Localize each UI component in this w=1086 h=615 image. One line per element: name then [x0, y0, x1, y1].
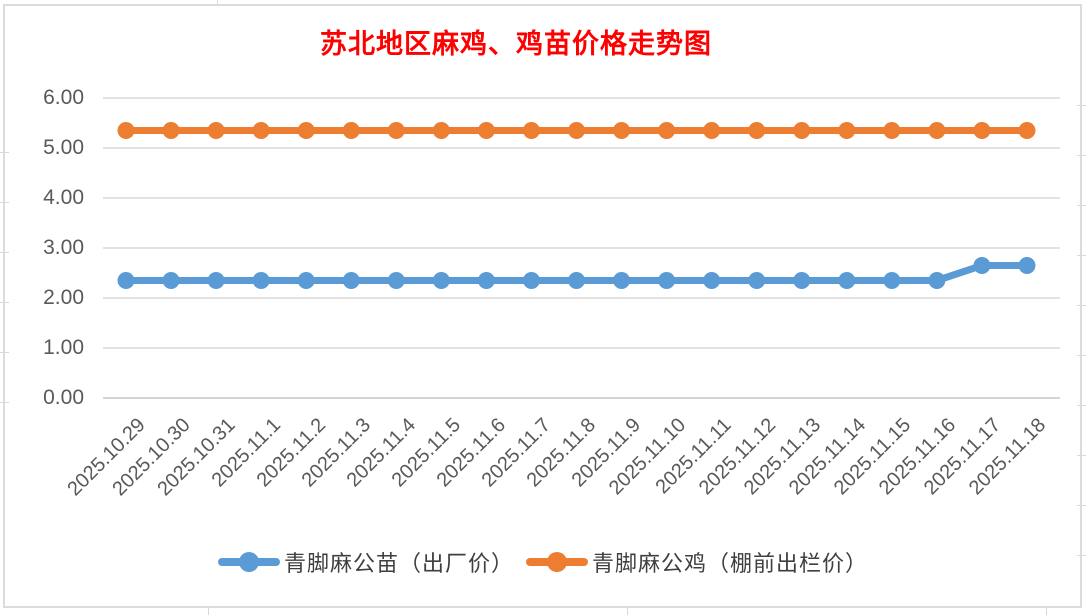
spreadsheet-gridline	[0, 352, 9, 353]
data-point-marker	[162, 272, 180, 289]
data-point-marker	[432, 272, 450, 289]
y-axis-tick-label: 6.00	[43, 86, 84, 109]
legend-item: 青脚麻公苗（出厂价）	[217, 546, 514, 578]
data-point-marker	[703, 272, 721, 289]
y-axis-tick-label: 2.00	[43, 286, 84, 309]
spreadsheet-gridline	[1077, 405, 1086, 406]
data-point-marker	[568, 272, 585, 289]
data-point-marker	[387, 272, 405, 289]
y-axis-tick-label: 1.00	[43, 336, 84, 359]
legend-marker-icon	[526, 552, 588, 572]
legend-marker-icon	[217, 552, 280, 572]
data-point-marker	[207, 272, 225, 289]
data-point-marker	[658, 272, 676, 289]
spreadsheet-gridline	[0, 152, 9, 153]
spreadsheet-gridline	[1077, 205, 1086, 206]
spreadsheet-gridline	[627, 608, 628, 615]
data-point-marker	[387, 122, 405, 139]
spreadsheet-gridline	[1077, 255, 1086, 256]
legend-item: 青脚麻公鸡（棚前出栏价）	[526, 546, 868, 578]
data-point-marker	[793, 122, 811, 139]
data-point-marker	[342, 272, 360, 289]
spreadsheet-gridline	[1077, 105, 1086, 106]
spreadsheet-gridline	[0, 252, 9, 253]
data-point-marker	[207, 122, 225, 139]
data-point-marker	[117, 272, 135, 289]
data-point-marker	[1018, 257, 1036, 274]
data-point-marker	[883, 122, 901, 139]
data-point-marker	[658, 122, 676, 139]
y-axis-tick-label: 3.00	[43, 236, 84, 259]
data-point-marker	[432, 122, 450, 139]
y-axis-tick-label: 4.00	[43, 186, 84, 209]
data-point-marker	[928, 122, 946, 139]
spreadsheet-gridline	[208, 608, 209, 615]
y-axis-tick-label: 5.00	[43, 136, 84, 159]
spreadsheet-gridline	[217, 0, 218, 4]
spreadsheet-gridline	[1077, 455, 1086, 456]
data-point-marker	[748, 272, 766, 289]
data-point-marker	[477, 122, 495, 139]
data-point-marker	[973, 257, 991, 274]
spreadsheet-gridline	[1077, 305, 1086, 306]
data-point-marker	[838, 272, 856, 289]
spreadsheet-gridline	[1077, 555, 1086, 556]
data-point-marker	[928, 272, 946, 289]
spreadsheet-gridline	[1077, 505, 1086, 506]
legend-item-label: 青脚麻公鸡（棚前出栏价）	[592, 552, 869, 577]
data-point-marker	[297, 122, 315, 139]
data-point-marker	[1018, 122, 1036, 139]
data-point-marker	[252, 272, 270, 289]
spreadsheet-gridline	[0, 202, 9, 203]
spreadsheet-gridline	[0, 402, 9, 403]
data-point-marker	[613, 272, 631, 289]
data-point-marker	[748, 122, 766, 139]
legend: 青脚麻公苗（出厂价） 青脚麻公鸡（棚前出栏价）	[0, 546, 1086, 578]
data-point-marker	[568, 122, 585, 139]
data-point-marker	[613, 122, 631, 139]
data-point-marker	[252, 122, 270, 139]
spreadsheet-gridline	[0, 302, 9, 303]
spreadsheet-gridline	[1077, 355, 1086, 356]
spreadsheet-gridline	[1046, 608, 1047, 615]
data-point-marker	[883, 272, 901, 289]
legend-item-label: 青脚麻公苗（出厂价）	[283, 552, 514, 577]
data-point-marker	[297, 272, 315, 289]
data-point-marker	[522, 272, 540, 289]
data-point-marker	[703, 122, 721, 139]
data-point-marker	[162, 122, 180, 139]
data-point-marker	[117, 122, 135, 139]
y-axis-tick-label: 0.00	[43, 386, 84, 409]
data-point-marker	[838, 122, 856, 139]
data-point-marker	[477, 272, 495, 289]
data-point-marker	[793, 272, 811, 289]
chart-title: 苏北地区麻鸡、鸡苗价格走势图	[320, 29, 712, 60]
data-point-marker	[973, 122, 991, 139]
data-point-marker	[522, 122, 540, 139]
spreadsheet-gridline	[1077, 155, 1086, 156]
data-point-marker	[342, 122, 360, 139]
